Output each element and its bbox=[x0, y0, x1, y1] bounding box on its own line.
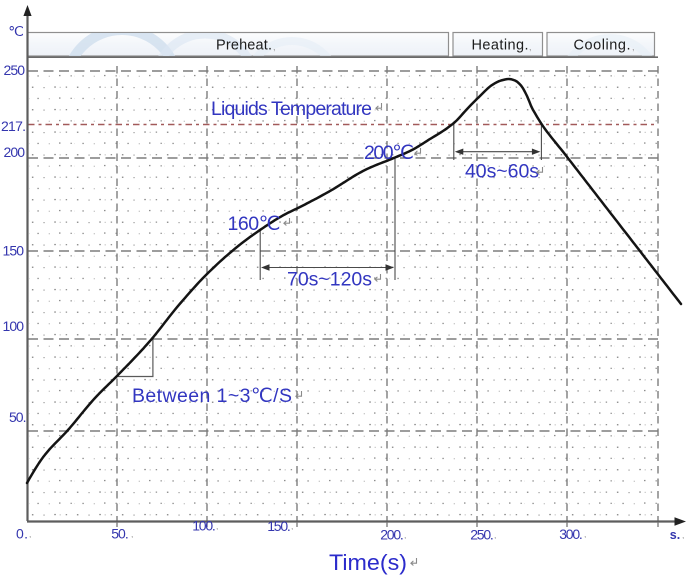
svg-text:300.: 300. bbox=[559, 526, 583, 542]
svg-text:200: 200 bbox=[4, 144, 26, 160]
svg-text:217.: 217. bbox=[1, 118, 26, 134]
svg-text:160℃: 160℃ bbox=[228, 213, 281, 235]
svg-text:150.: 150. bbox=[267, 518, 291, 534]
svg-text:70s~120s: 70s~120s bbox=[287, 269, 372, 291]
svg-text:100: 100 bbox=[3, 318, 25, 334]
svg-text:200℃: 200℃ bbox=[364, 142, 414, 164]
svg-text:,: , bbox=[291, 521, 293, 531]
svg-text:s.: s. bbox=[670, 528, 680, 542]
svg-text:Preheat.: Preheat. bbox=[216, 38, 272, 54]
svg-text:,: , bbox=[682, 530, 684, 540]
svg-text:,: , bbox=[632, 42, 635, 52]
svg-text:150: 150 bbox=[3, 243, 25, 259]
svg-text:,: , bbox=[131, 529, 133, 539]
svg-text:,: , bbox=[584, 529, 586, 539]
svg-text:,: , bbox=[404, 530, 406, 540]
svg-text:Between 1~3℃/S: Between 1~3℃/S bbox=[132, 385, 292, 407]
svg-text:40s~60s: 40s~60s bbox=[465, 161, 539, 183]
svg-text:,: , bbox=[29, 529, 31, 539]
svg-text:50.: 50. bbox=[111, 526, 129, 542]
svg-text:Cooling.: Cooling. bbox=[574, 38, 631, 54]
svg-text:200.: 200. bbox=[380, 527, 404, 543]
svg-text:,: , bbox=[216, 521, 218, 531]
svg-text:250.: 250. bbox=[470, 527, 494, 543]
svg-text:Heating.: Heating. bbox=[472, 38, 529, 54]
svg-text:100.: 100. bbox=[192, 518, 216, 534]
svg-text:0.: 0. bbox=[16, 526, 28, 542]
svg-text:50.: 50. bbox=[9, 409, 27, 425]
svg-text:Liquids Temperature: Liquids Temperature bbox=[211, 98, 372, 120]
svg-text:Time(s): Time(s) bbox=[329, 550, 407, 575]
svg-text:,: , bbox=[494, 530, 496, 540]
svg-text:℃: ℃ bbox=[8, 23, 24, 39]
svg-text:,: , bbox=[529, 42, 532, 52]
svg-text:,: , bbox=[273, 42, 276, 52]
svg-text:250: 250 bbox=[4, 62, 26, 78]
